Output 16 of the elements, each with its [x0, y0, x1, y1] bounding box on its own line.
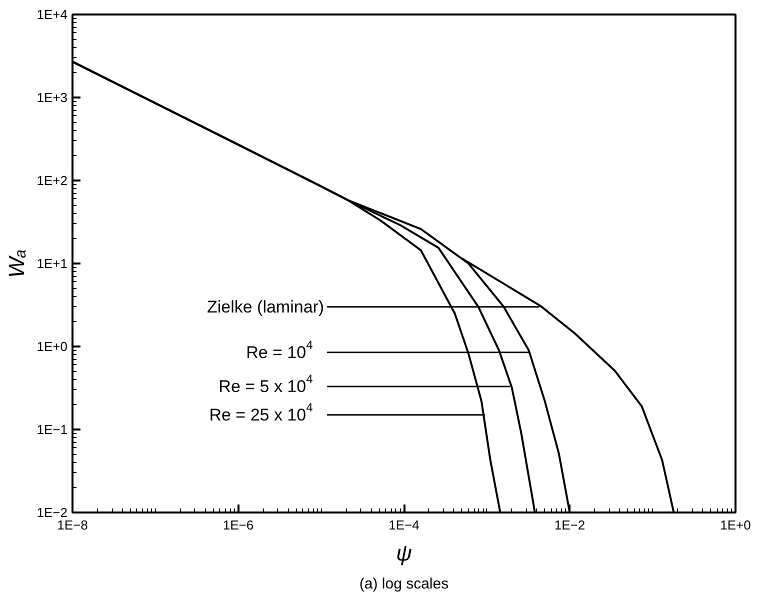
annotation: Zielke (laminar): [206, 297, 324, 316]
y-tick-label: 1E+0: [36, 339, 68, 354]
y-tick-label: 1E+3: [36, 90, 68, 105]
y-axis-title: Wₐ: [4, 249, 29, 278]
text: (a) log scales: [359, 576, 449, 592]
y-tick-label: 1E−1: [36, 422, 68, 437]
y-tick-label: 1E+1: [36, 256, 68, 271]
y-tick-label: 1E+4: [36, 7, 68, 22]
x-tick-label: 1E−2: [554, 518, 586, 532]
y-tick-label: 1E+2: [36, 173, 68, 188]
x-tick-label: 1E−6: [222, 518, 254, 532]
y-tick-label: 1E−2: [36, 505, 68, 520]
x-tick-label: 1E−4: [388, 518, 420, 532]
x-tick-label: 1E−8: [57, 518, 88, 532]
x-axis-title: ψ: [396, 540, 412, 566]
x-tick-label: 1E+0: [720, 518, 751, 532]
